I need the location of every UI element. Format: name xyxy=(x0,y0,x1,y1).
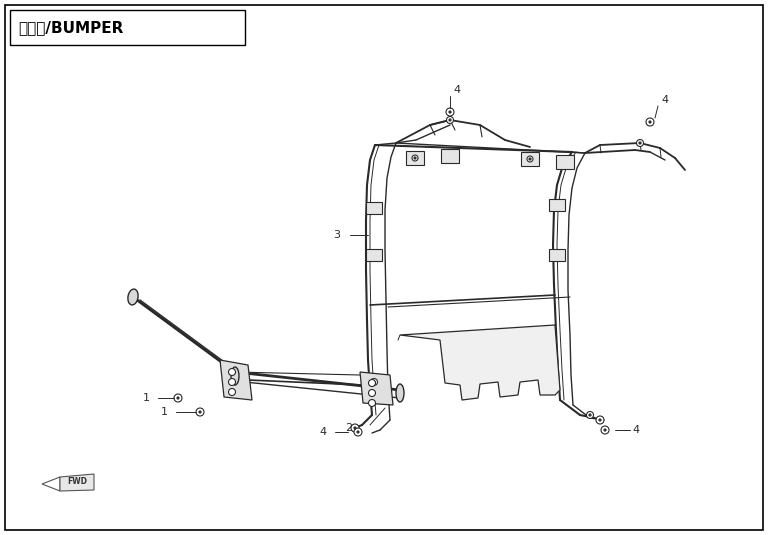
Circle shape xyxy=(589,414,591,416)
Circle shape xyxy=(357,431,359,433)
Circle shape xyxy=(196,408,204,416)
Circle shape xyxy=(229,378,236,386)
Ellipse shape xyxy=(396,384,404,402)
Ellipse shape xyxy=(128,289,138,305)
Polygon shape xyxy=(549,249,565,261)
Circle shape xyxy=(369,389,376,396)
Polygon shape xyxy=(42,477,60,491)
Circle shape xyxy=(446,108,454,116)
Text: 4: 4 xyxy=(453,85,460,95)
Polygon shape xyxy=(556,155,574,169)
Circle shape xyxy=(177,397,179,399)
Circle shape xyxy=(351,424,359,432)
Circle shape xyxy=(587,411,594,418)
Circle shape xyxy=(639,142,641,144)
Circle shape xyxy=(199,411,201,413)
Circle shape xyxy=(637,140,644,147)
Circle shape xyxy=(604,429,606,431)
Polygon shape xyxy=(360,372,393,405)
Circle shape xyxy=(229,369,236,376)
Text: 2: 2 xyxy=(345,423,352,433)
Polygon shape xyxy=(406,151,424,165)
Bar xyxy=(10,10,245,45)
Circle shape xyxy=(649,121,651,123)
Circle shape xyxy=(174,394,182,402)
Circle shape xyxy=(354,427,356,429)
Text: 4: 4 xyxy=(320,427,327,437)
Circle shape xyxy=(369,400,376,407)
Polygon shape xyxy=(220,360,252,400)
Circle shape xyxy=(369,379,376,386)
Circle shape xyxy=(414,157,416,159)
Polygon shape xyxy=(400,325,560,400)
Text: 3: 3 xyxy=(333,230,340,240)
Text: FWD: FWD xyxy=(67,478,87,486)
Circle shape xyxy=(354,428,362,436)
Polygon shape xyxy=(366,202,382,214)
Circle shape xyxy=(446,117,453,124)
Polygon shape xyxy=(521,152,539,166)
Circle shape xyxy=(601,426,609,434)
Text: 4: 4 xyxy=(661,95,668,105)
Circle shape xyxy=(527,156,533,162)
Text: 保险杠/BUMPER: 保险杠/BUMPER xyxy=(18,20,124,35)
Circle shape xyxy=(412,155,418,161)
Polygon shape xyxy=(549,199,565,211)
Polygon shape xyxy=(441,149,459,163)
Circle shape xyxy=(596,416,604,424)
Polygon shape xyxy=(60,474,94,491)
Ellipse shape xyxy=(231,367,239,385)
Circle shape xyxy=(372,381,376,383)
Text: 1: 1 xyxy=(161,407,168,417)
Polygon shape xyxy=(366,249,382,261)
Text: 4: 4 xyxy=(632,425,639,435)
Circle shape xyxy=(370,378,378,386)
Circle shape xyxy=(599,419,601,421)
Circle shape xyxy=(529,158,531,160)
Circle shape xyxy=(646,118,654,126)
Text: 1: 1 xyxy=(143,393,150,403)
Circle shape xyxy=(449,119,452,121)
Circle shape xyxy=(449,111,452,113)
Circle shape xyxy=(229,388,236,395)
